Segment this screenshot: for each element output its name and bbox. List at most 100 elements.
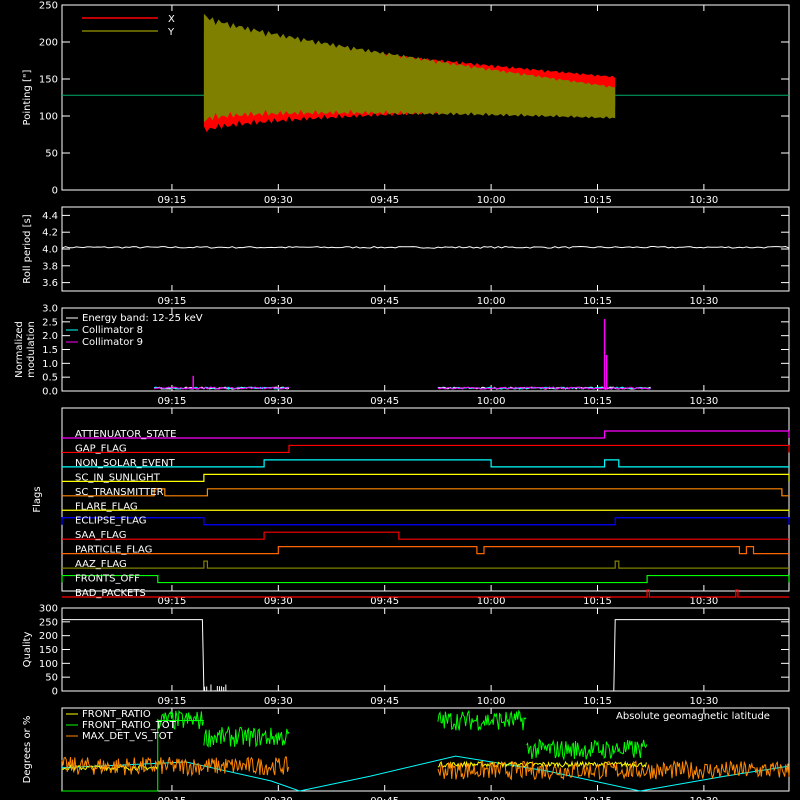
x-tick-label: 10:15 xyxy=(583,396,612,407)
flag-line-gap-flag xyxy=(62,444,790,454)
y-tick-label: 4.2 xyxy=(42,228,58,239)
degrees-legend-label-2: MAX_DET_VS_TOT xyxy=(82,731,174,742)
y-tick-label: 100 xyxy=(39,112,58,123)
y-tick-label: 150 xyxy=(39,75,58,86)
x-tick-label: 10:15 xyxy=(583,195,612,206)
y-tick-label: 200 xyxy=(39,631,58,642)
flag-label-bad-packets: BAD_PACKETS xyxy=(75,588,146,599)
flag-label-saa-flag: SAA_FLAG xyxy=(75,530,126,541)
y-tick-label: 150 xyxy=(39,645,58,656)
y-axis-label: Flags xyxy=(32,486,43,512)
x-tick-label: 10:00 xyxy=(477,596,506,607)
quality-line xyxy=(62,619,789,692)
y-axis-label: Degrees or % xyxy=(22,716,33,784)
flag-line-sc-in-sunlight xyxy=(62,473,790,482)
x-tick-label: 09:30 xyxy=(264,195,293,206)
panel-frame-0 xyxy=(61,4,790,191)
x-tick-label: 09:45 xyxy=(370,195,399,206)
flag-line-fronts-off xyxy=(61,574,790,584)
legend-label-x: X xyxy=(168,14,175,25)
y-tick-label: 100 xyxy=(39,659,58,670)
x-tick-label: 09:15 xyxy=(158,396,187,407)
flag-line-eclipse-flag xyxy=(61,517,790,526)
flag-label-fronts-off: FRONTS_OFF xyxy=(75,574,140,585)
x-tick-label: 10:00 xyxy=(477,195,506,206)
panel-frame-4 xyxy=(61,607,790,692)
flag-line-bad-packets xyxy=(62,589,789,598)
front-ratio-tot-line-3 xyxy=(526,738,648,761)
flag-line-attenuator-state xyxy=(62,430,790,439)
x-tick-label: 09:45 xyxy=(370,396,399,407)
y-tick-label: 3.6 xyxy=(42,278,58,289)
modulation-legend-label-0: Energy band: 12-25 keV xyxy=(82,313,203,324)
flag-label-particle-flag: PARTICLE_FLAG xyxy=(75,545,152,556)
x-tick-label: 10:30 xyxy=(689,596,718,607)
x-tick-label: 09:15 xyxy=(158,596,187,607)
modulation-segment-2-1 xyxy=(437,386,651,390)
y-tick-label: 3.8 xyxy=(42,261,58,272)
y-tick-label: 4.4 xyxy=(42,211,58,222)
modulation-legend-label-2: Collimator 9 xyxy=(82,337,143,348)
x-tick-label: 09:45 xyxy=(370,596,399,607)
x-tick-label: 09:15 xyxy=(158,195,187,206)
x-tick-label: 09:30 xyxy=(264,296,293,307)
panel-frame-1 xyxy=(61,206,790,292)
flag-label-flare-flag: FLARE_FLAG xyxy=(75,501,138,512)
x-tick-label: 09:45 xyxy=(370,696,399,707)
y-axis-label: Roll period [s] xyxy=(22,214,33,283)
flag-line-non-solar-event xyxy=(62,459,789,468)
x-tick-label: 10:15 xyxy=(583,796,612,800)
flag-label-aaz-flag: AAZ_FLAG xyxy=(75,559,127,570)
front-ratio-tot-line-2 xyxy=(437,709,527,731)
flag-line-particle-flag xyxy=(62,546,789,555)
flag-line-sc-transmitter xyxy=(62,488,789,497)
y-tick-label: 50 xyxy=(45,149,58,160)
x-tick-label: 09:45 xyxy=(370,796,399,800)
x-tick-label: 09:30 xyxy=(264,396,293,407)
pointing-series-y xyxy=(203,13,616,123)
x-tick-label: 10:30 xyxy=(689,396,718,407)
y-tick-label: 1.5 xyxy=(42,345,58,356)
y-axis-label: Normalized xyxy=(14,321,25,378)
modulation-legend-label-1: Collimator 8 xyxy=(82,325,143,336)
y-tick-label: 2.0 xyxy=(42,331,58,342)
y-tick-label: 1.0 xyxy=(42,359,58,370)
flag-label-non-solar-event: NON_SOLAR_EVENT xyxy=(75,458,176,469)
x-tick-label: 10:00 xyxy=(477,396,506,407)
roll-period-line xyxy=(61,245,790,249)
y-tick-label: 0 xyxy=(52,186,58,197)
y-tick-label: 300 xyxy=(39,604,58,615)
max-det-vs-tot-line-0 xyxy=(61,756,290,777)
x-tick-label: 09:15 xyxy=(158,796,187,800)
front-ratio-tot-step xyxy=(62,719,204,792)
y-tick-label: 4.0 xyxy=(42,245,58,256)
y-tick-label: 250 xyxy=(39,617,58,628)
flag-label-sc-in-sunlight: SC_IN_SUNLIGHT xyxy=(75,472,161,483)
x-tick-label: 09:15 xyxy=(158,696,187,707)
x-tick-label: 09:15 xyxy=(158,296,187,307)
x-tick-label: 10:15 xyxy=(583,296,612,307)
y-axis-label: modulation xyxy=(26,321,37,378)
flag-label-attenuator-state: ATTENUATOR_STATE xyxy=(75,429,176,440)
latitude-curve xyxy=(61,755,790,792)
y-tick-label: 0.5 xyxy=(42,373,58,384)
flag-label-gap-flag: GAP_FLAG xyxy=(75,443,127,454)
x-tick-label: 10:00 xyxy=(477,296,506,307)
flag-label-eclipse-flag: ECLIPSE_FLAG xyxy=(75,516,146,527)
flag-label-sc-transmitter: SC_TRANSMITTER xyxy=(75,487,164,498)
x-tick-label: 09:30 xyxy=(264,796,293,800)
degrees-legend-label-1: FRONT_RATIO_TOT xyxy=(82,720,177,731)
front-ratio-tot-line-1 xyxy=(203,725,290,748)
y-tick-label: 3.0 xyxy=(42,304,58,315)
modulation-segment-2-0 xyxy=(154,386,290,390)
legend-label-y: Y xyxy=(167,27,175,38)
latitude-annotation: Absolute geomagnetic latitude xyxy=(616,711,770,722)
x-tick-label: 09:45 xyxy=(370,296,399,307)
x-tick-label: 10:00 xyxy=(477,796,506,800)
x-tick-label: 10:30 xyxy=(689,796,718,800)
front-ratio-line-1 xyxy=(437,760,647,769)
flag-line-saa-flag xyxy=(62,531,789,540)
x-tick-label: 10:15 xyxy=(583,596,612,607)
panel-frame-3 xyxy=(61,407,790,592)
